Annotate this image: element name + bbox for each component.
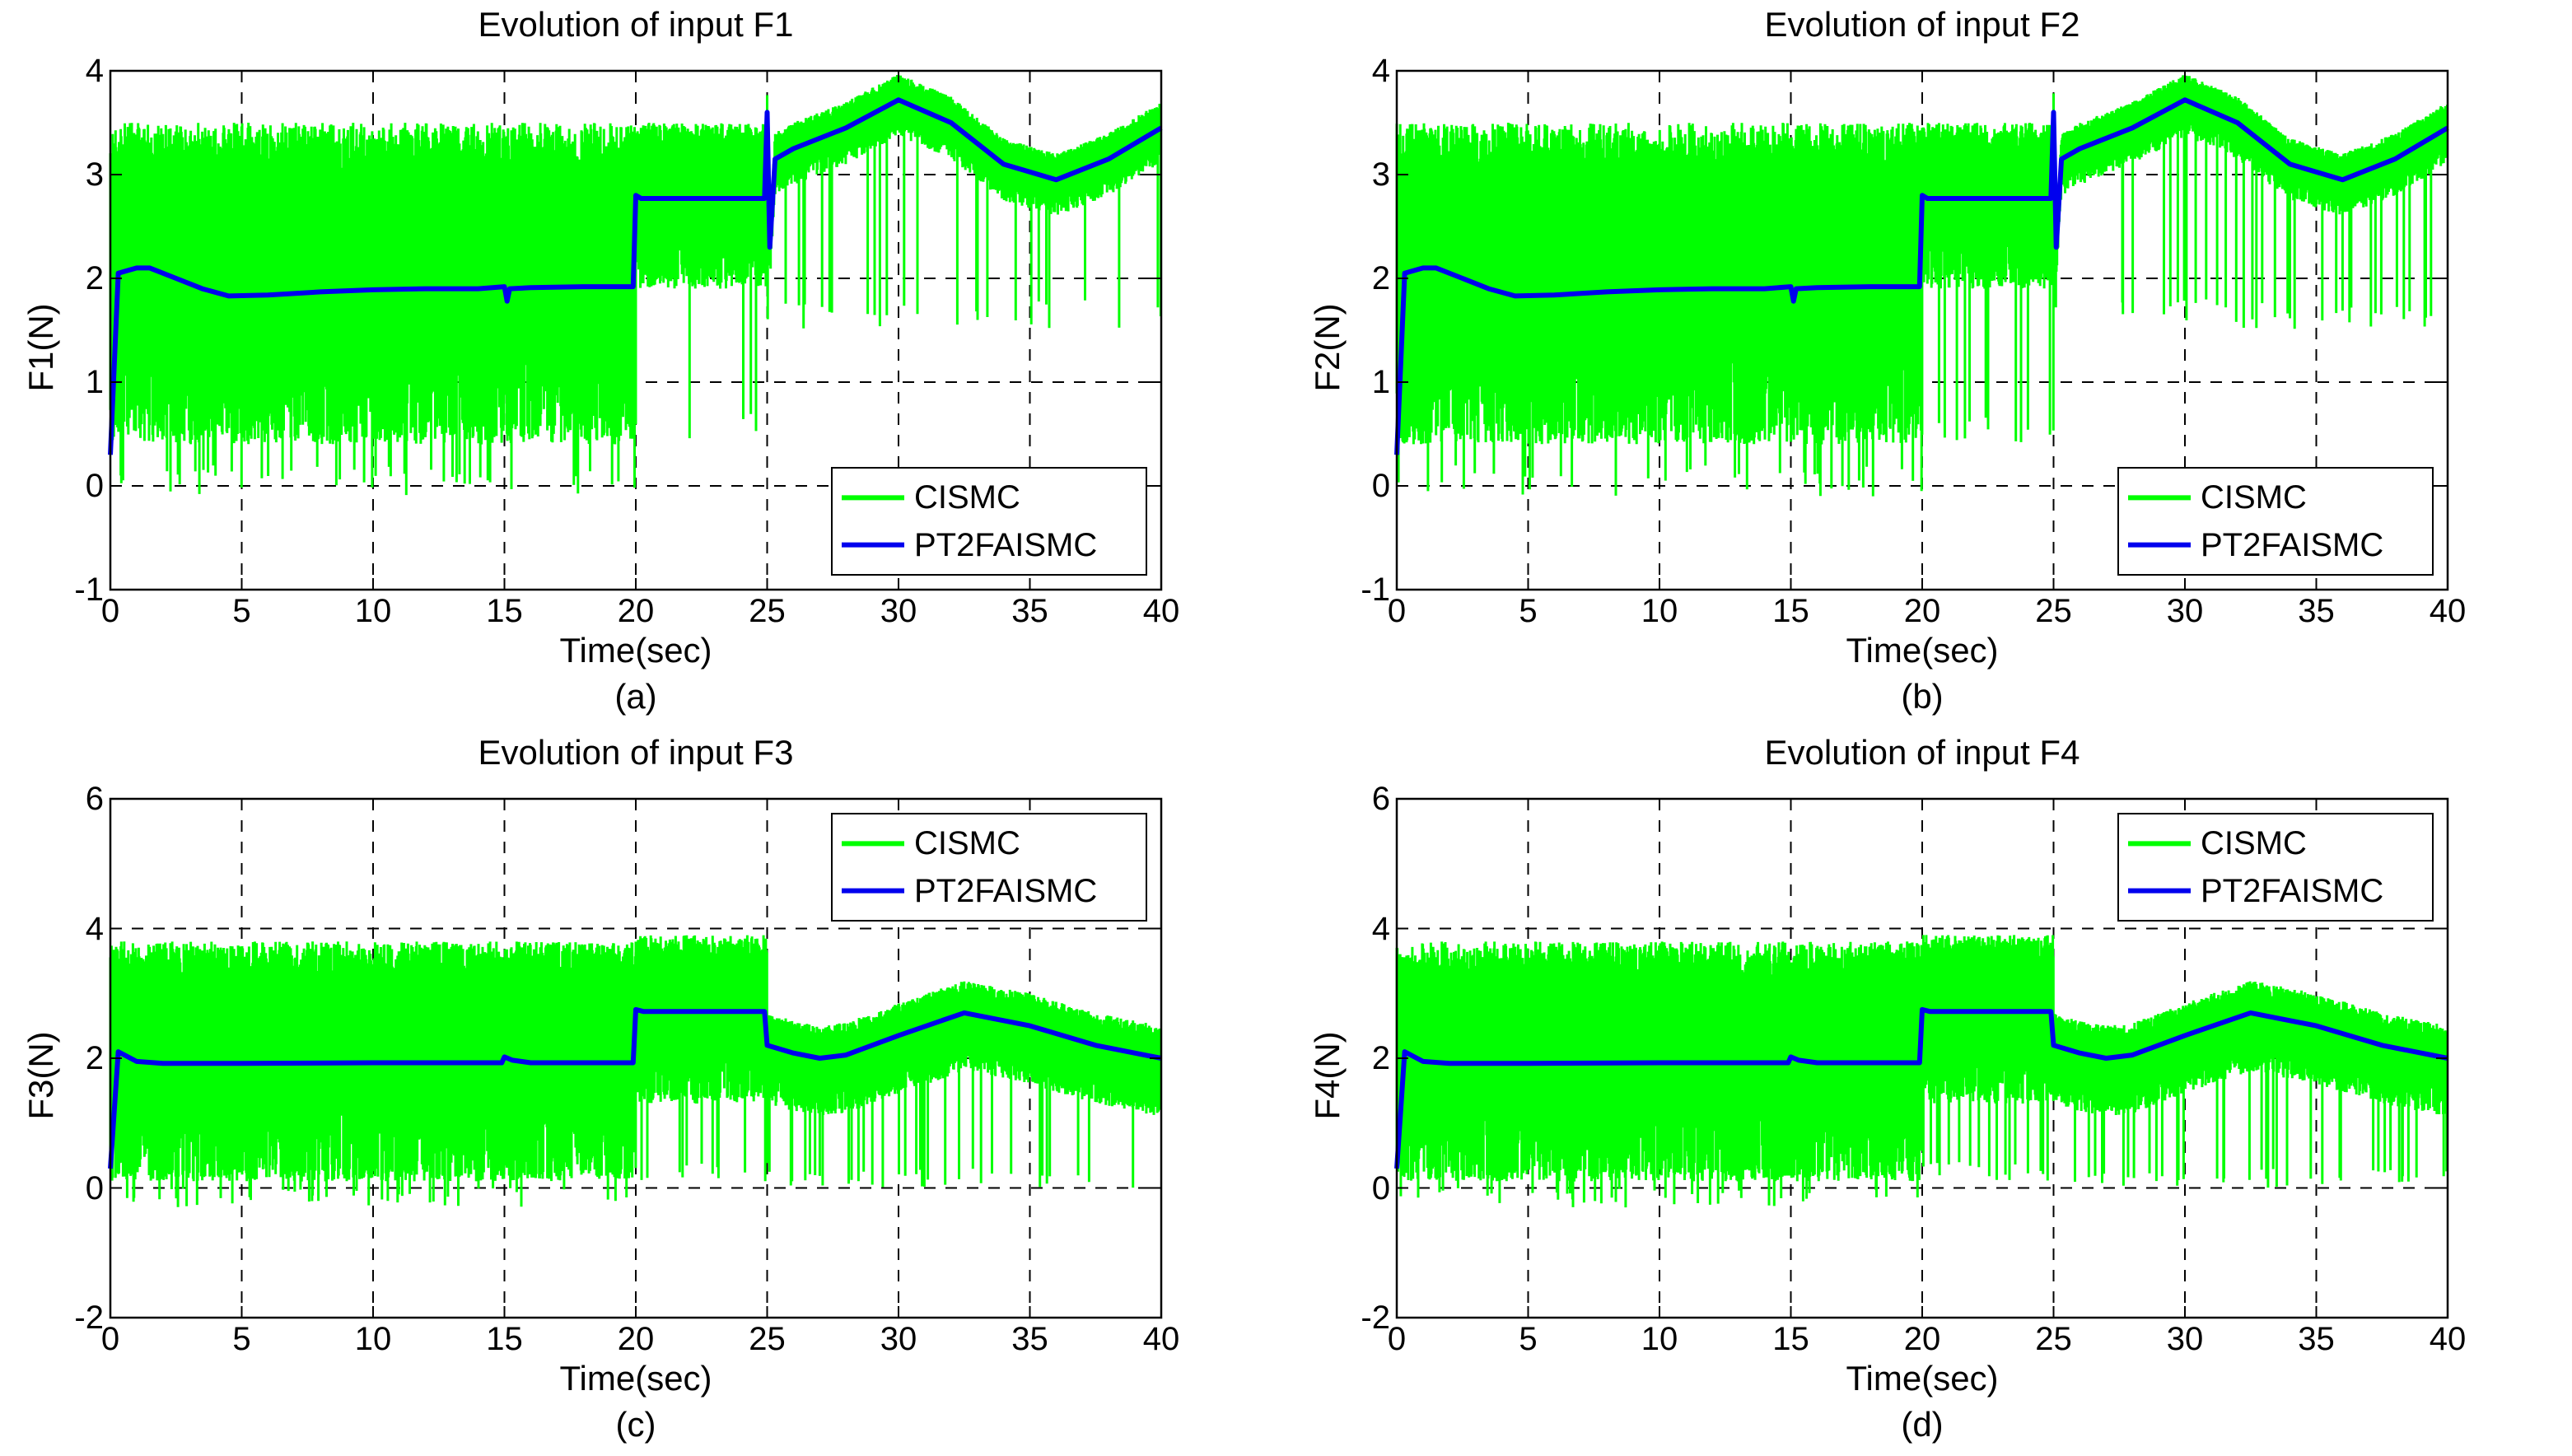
x-tick-label: 5	[1519, 593, 1538, 629]
legend-pt2faismc-label: PT2FAISMC	[914, 526, 1098, 563]
x-tick-label: 0	[1387, 1321, 1407, 1357]
y-tick-label: 4	[1371, 910, 1390, 947]
x-tick-label: 35	[2298, 593, 2335, 629]
y-tick-label: 0	[85, 468, 104, 504]
x-tick-label: 20	[1903, 593, 1941, 629]
x-tick-label: 5	[232, 1321, 251, 1357]
x-tick-label: 15	[1772, 593, 1809, 629]
x-tick-label: 0	[100, 1321, 120, 1357]
panel-caption: (a)	[614, 677, 657, 716]
y-tick-label: 6	[1371, 781, 1390, 817]
chart-title: Evolution of input F1	[478, 5, 794, 44]
y-tick-label: 1	[1371, 364, 1390, 400]
x-tick-label: 15	[1772, 1321, 1809, 1357]
chart-title: Evolution of input F3	[478, 733, 794, 772]
x-axis-label: Time(sec)	[559, 631, 712, 670]
plot-area-a	[108, 69, 1163, 591]
legend-pt2faismc-label: PT2FAISMC	[2201, 872, 2384, 909]
x-tick-label: 40	[1142, 593, 1180, 629]
x-tick-label: 15	[486, 593, 523, 629]
pt2faismc-series-line	[1394, 97, 2449, 455]
legend-cismc-label: CISMC	[914, 825, 1020, 862]
y-tick-label: 0	[1371, 1169, 1390, 1206]
y-tick-label: 2	[85, 1040, 104, 1076]
y-tick-label: 4	[1371, 53, 1390, 89]
chart-panel-d: Evolution of input F4 F4(N) Time(sec) (d…	[1286, 728, 2572, 1456]
chart-title: Evolution of input F2	[1764, 5, 2080, 44]
x-tick-label: 20	[617, 593, 655, 629]
x-axis-label: Time(sec)	[1846, 631, 1999, 670]
x-tick-label: 35	[2298, 1321, 2335, 1357]
y-tick-label: 0	[85, 1169, 104, 1206]
x-tick-label: 25	[2035, 593, 2072, 629]
x-tick-label: 25	[749, 1321, 786, 1357]
y-tick-label: -2	[74, 1300, 104, 1336]
legend-cismc-label: CISMC	[914, 479, 1020, 516]
x-tick-label: 25	[2035, 1321, 2072, 1357]
y-tick-label: 4	[85, 53, 104, 89]
legend-cismc-label: CISMC	[2201, 479, 2307, 516]
y-tick-label: 3	[85, 156, 104, 193]
y-tick-label: 4	[85, 910, 104, 947]
x-tick-label: 20	[1903, 1321, 1941, 1357]
legend-cismc-label: CISMC	[2201, 825, 2307, 862]
x-tick-label: 35	[1011, 593, 1048, 629]
legend-box	[2117, 813, 2434, 922]
legend-box	[831, 467, 1147, 576]
x-tick-label: 20	[617, 1321, 655, 1357]
x-tick-label: 35	[1011, 1321, 1048, 1357]
x-tick-label: 40	[1142, 1321, 1180, 1357]
y-tick-label: 6	[85, 781, 104, 817]
chart-panel-b: Evolution of input F2 F2(N) Time(sec) (b…	[1286, 0, 2572, 728]
x-tick-label: 40	[2429, 1321, 2467, 1357]
y-tick-label: -2	[1361, 1300, 1390, 1336]
y-tick-label: -1	[1361, 572, 1390, 608]
y-axis-label: F4(N)	[1308, 1031, 1347, 1120]
y-axis-label: F1(N)	[21, 303, 60, 392]
cismc-series-line	[109, 935, 1162, 1207]
y-tick-label: 1	[85, 364, 104, 400]
legend-pt2faismc-label: PT2FAISMC	[914, 872, 1098, 909]
legend-box	[2117, 467, 2434, 576]
x-tick-label: 15	[486, 1321, 523, 1357]
x-axis-label: Time(sec)	[1846, 1359, 1999, 1398]
y-tick-label: -1	[74, 572, 104, 608]
panel-caption: (d)	[1901, 1405, 1944, 1444]
x-tick-label: 10	[1641, 1321, 1678, 1357]
y-tick-label: 2	[1371, 1040, 1390, 1076]
x-tick-label: 30	[2166, 1321, 2204, 1357]
plot-area-b	[1394, 69, 2449, 591]
y-tick-label: 2	[85, 260, 104, 296]
y-tick-label: 0	[1371, 468, 1390, 504]
x-tick-label: 0	[100, 593, 120, 629]
x-tick-label: 30	[880, 1321, 917, 1357]
x-tick-label: 30	[2166, 593, 2204, 629]
x-tick-label: 10	[354, 593, 392, 629]
plot-area-d	[1394, 797, 2449, 1319]
pt2faismc-series-line	[1394, 1006, 2448, 1169]
x-tick-label: 10	[354, 1321, 392, 1357]
y-axis-label: F3(N)	[21, 1031, 60, 1120]
x-axis-label: Time(sec)	[559, 1359, 712, 1398]
x-tick-label: 40	[2429, 593, 2467, 629]
legend-pt2faismc-label: PT2FAISMC	[2201, 526, 2384, 563]
x-tick-label: 30	[880, 593, 917, 629]
legend-box	[831, 813, 1147, 922]
y-tick-label: 3	[1371, 156, 1390, 193]
x-tick-label: 5	[1519, 1321, 1538, 1357]
pt2faismc-series-line	[108, 1006, 1162, 1169]
chart-panel-c: Evolution of input F3 F3(N) Time(sec) (c…	[0, 728, 1286, 1456]
panel-caption: (b)	[1901, 677, 1944, 716]
pt2faismc-series-line	[108, 97, 1163, 455]
y-axis-label: F2(N)	[1308, 303, 1347, 392]
chart-title: Evolution of input F4	[1764, 733, 2080, 772]
x-tick-label: 10	[1641, 593, 1678, 629]
plot-area-c	[108, 797, 1163, 1319]
y-tick-label: 2	[1371, 260, 1390, 296]
x-tick-label: 0	[1387, 593, 1407, 629]
x-tick-label: 5	[232, 593, 251, 629]
x-tick-label: 25	[749, 593, 786, 629]
chart-panel-a: Evolution of input F1 F1(N) Time(sec) (a…	[0, 0, 1286, 728]
panel-caption: (c)	[615, 1405, 656, 1444]
